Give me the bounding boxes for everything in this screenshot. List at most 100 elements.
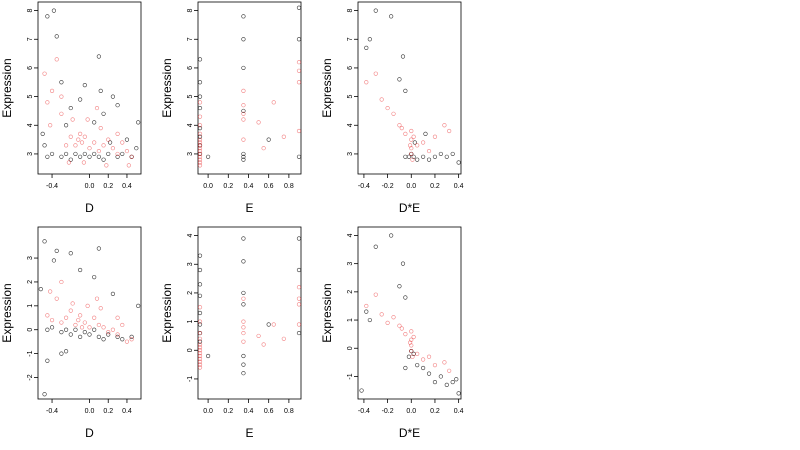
y-tick-label: 4: [347, 233, 354, 237]
data-point: [94, 105, 100, 111]
data-point: [241, 259, 246, 264]
data-point: [403, 131, 408, 136]
data-point: [120, 337, 125, 342]
data-point: [296, 80, 302, 85]
data-point: [241, 37, 246, 42]
data-point: [266, 137, 271, 142]
data-point: [241, 330, 246, 336]
data-point: [98, 126, 103, 131]
data-point: [48, 123, 53, 128]
data-point: [197, 100, 203, 105]
panel-1: -0.4 0.0 0.2 0.4 3 4 5 6 7 8 D Expression: [0, 1, 142, 215]
y-tick-label: 5: [347, 95, 354, 99]
x-tick-label: 0.0: [406, 408, 416, 415]
data-point: [415, 143, 420, 148]
data-point: [98, 88, 103, 93]
data-point: [241, 157, 246, 162]
data-point: [241, 236, 246, 241]
data-point: [106, 151, 111, 157]
y-tick-label: -1: [27, 350, 34, 356]
data-point: [438, 374, 443, 379]
data-point: [407, 143, 413, 148]
panel-4: -0.4 0.0 0.2 0.4 -2 -1 0 1 2 3 D Expression: [0, 226, 142, 440]
x-axis-label: D: [85, 426, 94, 440]
y-tick-label: 2: [27, 280, 34, 284]
data-point: [197, 305, 203, 310]
data-point: [68, 105, 73, 111]
data-point: [59, 279, 64, 285]
data-point: [432, 134, 438, 139]
data-point: [364, 309, 369, 314]
y-tick-label: 3: [187, 152, 194, 156]
data-point: [241, 151, 246, 157]
data-point: [197, 146, 203, 151]
x-tick-label: 0.2: [223, 408, 233, 415]
data-point: [241, 319, 246, 324]
data-point: [54, 34, 59, 39]
x-tick-label: -0.4: [358, 183, 370, 190]
data-point: [48, 289, 53, 294]
data-point: [129, 337, 134, 342]
data-point: [59, 94, 64, 99]
data-point: [197, 345, 203, 350]
data-point: [400, 54, 406, 59]
data-point: [78, 131, 83, 136]
data-point: [403, 154, 408, 159]
data-point: [59, 111, 64, 116]
data-point: [197, 365, 203, 370]
data-point: [421, 357, 426, 362]
data-point: [73, 143, 78, 148]
data-point: [70, 117, 75, 122]
data-point: [373, 71, 378, 76]
data-point: [106, 332, 111, 337]
x-tick-label: 0.8: [284, 183, 294, 190]
data-point: [73, 151, 78, 157]
y-tick-label: 2: [347, 290, 354, 294]
plot-frame: [37, 226, 142, 400]
y-tick-label: -1: [347, 373, 354, 379]
data-point: [409, 337, 414, 342]
data-point: [197, 137, 203, 142]
data-point: [120, 151, 125, 157]
data-point: [45, 327, 50, 332]
data-point: [256, 333, 261, 339]
data-point: [400, 261, 406, 266]
y-axis-label: Expression: [0, 283, 14, 342]
data-point: [59, 320, 64, 325]
data-point: [296, 68, 302, 73]
data-point: [241, 103, 246, 108]
data-point: [87, 325, 92, 330]
data-point: [129, 334, 134, 339]
data-point: [296, 267, 302, 273]
y-tick-label: 8: [347, 9, 354, 13]
data-point: [197, 157, 203, 162]
data-point: [49, 88, 55, 93]
data-point: [197, 94, 203, 99]
data-point: [63, 315, 69, 320]
data-point: [42, 392, 47, 397]
data-point: [136, 120, 141, 125]
data-point: [126, 163, 131, 168]
data-point: [197, 330, 203, 336]
y-tick-label: 1: [187, 320, 194, 324]
y-tick-label: 7: [347, 37, 354, 41]
data-point: [115, 151, 120, 157]
data-point: [197, 131, 203, 136]
y-axis-label: Expression: [0, 58, 14, 117]
data-point: [78, 154, 83, 159]
data-point: [197, 322, 203, 327]
data-point: [450, 151, 455, 157]
y-tick-label: 5: [27, 95, 34, 99]
data-point: [78, 313, 83, 318]
x-axis-label: E: [245, 201, 253, 215]
data-point: [241, 154, 246, 159]
data-point: [197, 342, 203, 347]
data-point: [409, 128, 414, 134]
plot-frame: [357, 226, 462, 400]
data-point: [442, 360, 447, 365]
data-point: [432, 379, 438, 385]
data-point: [197, 348, 203, 353]
data-point: [76, 137, 81, 142]
data-point: [409, 343, 414, 348]
x-tick-label: 0.2: [103, 408, 113, 415]
